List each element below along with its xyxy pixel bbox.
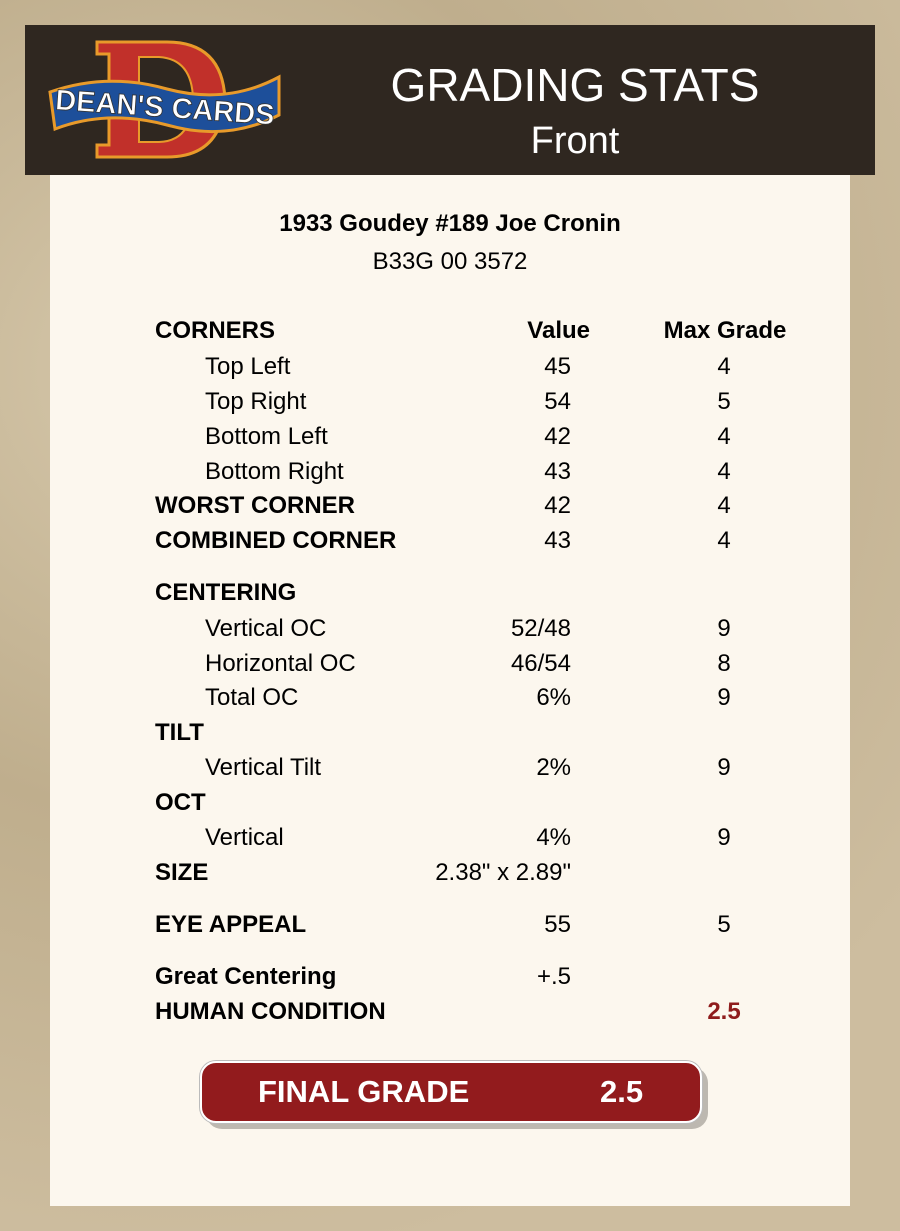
stat-max-grade: 9 [717, 684, 731, 711]
column-headers: Value Max Grade [0, 316, 900, 346]
stat-row: Vertical OC 52/48 9 [0, 614, 900, 644]
stat-max-grade: 9 [717, 754, 731, 781]
stat-row: WORST CORNER 42 4 [0, 491, 900, 521]
stat-row: EYE APPEAL 55 5 [0, 910, 900, 940]
stat-value: 43 [544, 527, 571, 554]
cert-number: B33G 00 3572 [372, 248, 528, 275]
stat-value: 43 [544, 458, 571, 485]
final-grade-label: FINAL GRADE [258, 1074, 470, 1109]
stat-max-grade: 9 [717, 824, 731, 851]
stat-row: Great Centering +.5 [0, 962, 900, 992]
stat-row: Bottom Left 42 4 [0, 422, 900, 452]
stat-max-grade: 4 [717, 353, 731, 380]
stats-panel [50, 175, 850, 1206]
stat-value: 6% [536, 684, 571, 711]
stat-value: +.5 [536, 963, 571, 990]
stat-row: SIZE 2.38" x 2.89" [0, 858, 900, 888]
stat-label: WORST CORNER [155, 492, 355, 519]
stat-label: EYE APPEAL [155, 911, 307, 938]
stat-row: Total OC 6% 9 [0, 683, 900, 713]
stat-value: 42 [544, 423, 571, 450]
stat-label: SIZE [155, 859, 209, 886]
stat-row: HUMAN CONDITION 2.5 [0, 997, 900, 1027]
stat-row: Vertical 4% 9 [0, 823, 900, 853]
stat-max-grade: 5 [717, 911, 731, 938]
stat-max-grade: 5 [717, 388, 731, 415]
stat-label: Horizontal OC [205, 650, 356, 677]
stat-max-grade: 4 [717, 423, 731, 450]
stat-label: Vertical Tilt [205, 754, 322, 781]
stat-label: Bottom Left [205, 423, 328, 450]
stat-value: 46/54 [510, 650, 571, 677]
stat-value: 2.38" x 2.89" [435, 859, 571, 886]
stat-row: OCT [0, 788, 900, 818]
stat-max-grade: 9 [717, 615, 731, 642]
value-column-header: Value [527, 317, 590, 344]
page-subtitle: Front [530, 120, 620, 162]
stat-max-grade: 8 [717, 650, 731, 677]
final-grade-value: 2.5 [600, 1074, 644, 1109]
stat-row: COMBINED CORNER 43 4 [0, 526, 900, 556]
stat-value: 45 [544, 353, 571, 380]
stat-max-grade: 4 [717, 527, 731, 554]
stat-row: Bottom Right 43 4 [0, 457, 900, 487]
stat-label: OCT [155, 789, 206, 816]
card-name: 1933 Goudey #189 Joe Cronin [279, 210, 621, 237]
header: DEAN'S CARDS GRADING STATS Front [25, 25, 875, 175]
stat-label: TILT [155, 719, 204, 746]
max-grade-column-header: Max Grade [663, 317, 787, 344]
stat-value: 2% [536, 754, 571, 781]
stat-row: Horizontal OC 46/54 8 [0, 649, 900, 679]
stat-row: CENTERING [0, 578, 900, 608]
stat-value: 4% [536, 824, 571, 851]
stat-row: Top Left 45 4 [0, 352, 900, 382]
stat-label: COMBINED CORNER [155, 527, 397, 554]
stat-label: Top Left [205, 353, 291, 380]
stat-label: HUMAN CONDITION [155, 998, 386, 1025]
stat-label: Bottom Right [205, 458, 344, 485]
stat-label: CENTERING [155, 579, 297, 606]
deans-cards-logo: DEAN'S CARDS [48, 40, 281, 159]
final-grade-badge: FINAL GRADE 2.5 [200, 1061, 702, 1123]
stat-max-grade: 2.5 [707, 998, 741, 1025]
stat-label: CORNERS [155, 317, 276, 344]
stat-max-grade: 4 [717, 492, 731, 519]
stat-row: CORNERS [0, 316, 900, 346]
stat-row: Top Right 54 5 [0, 387, 900, 417]
stat-value: 52/48 [510, 615, 571, 642]
stat-value: 54 [544, 388, 571, 415]
stat-value: 42 [544, 492, 571, 519]
stat-label: Total OC [205, 684, 299, 711]
stat-label: Great Centering [155, 963, 337, 990]
stat-label: Vertical OC [205, 615, 327, 642]
stat-row: Vertical Tilt 2% 9 [0, 753, 900, 783]
stat-value: 55 [544, 911, 571, 938]
stat-label: Top Right [205, 388, 307, 415]
stat-label: Vertical [205, 824, 284, 851]
stat-max-grade: 4 [717, 458, 731, 485]
page-title: GRADING STATS [390, 59, 760, 111]
stat-row: TILT [0, 718, 900, 748]
